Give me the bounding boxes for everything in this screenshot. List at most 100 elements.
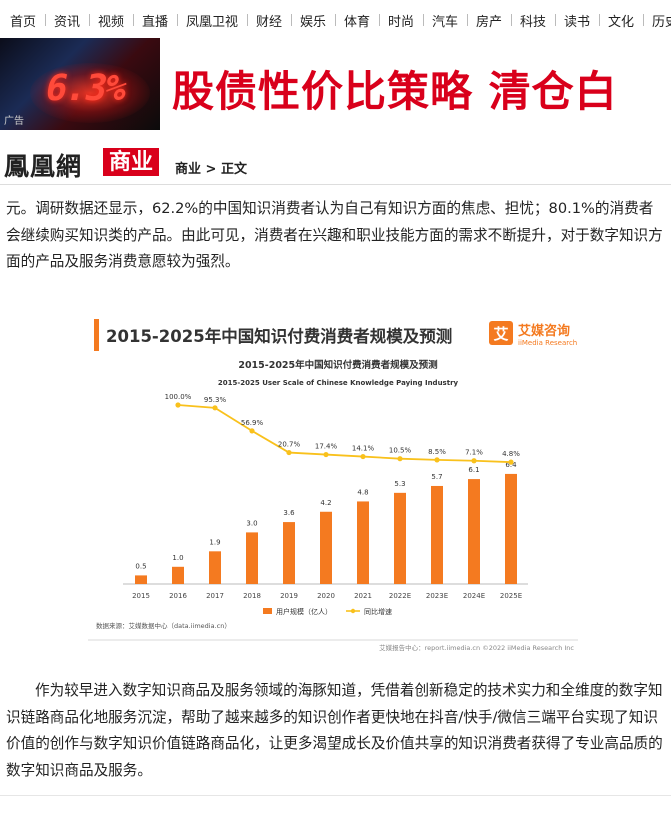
iimedia-brand-cn: 艾媒咨询 (518, 323, 570, 339)
bar-2015 (135, 575, 147, 584)
x-tick-label: 2025E (500, 592, 522, 600)
banner-ad[interactable]: 6.3% 广告 股债性价比策略 清仓白 (0, 38, 671, 130)
article-paragraph-2: 作为较早进入数字知识商品及服务领域的海豚知道，凭借着创新稳定的技术实力和全维度的… (6, 682, 663, 779)
nav-separator (45, 14, 46, 26)
x-tick-label: 2022E (389, 592, 411, 600)
chart-title-accent (94, 319, 99, 351)
nav-separator (599, 14, 600, 26)
x-tick-label: 2018 (243, 592, 261, 600)
bar-2016 (172, 566, 184, 584)
chart-subtitle: 2015-2025 User Scale of Chinese Knowledg… (218, 379, 459, 387)
ad-label: 广告 (4, 116, 24, 127)
growth-point (286, 449, 292, 456)
site-logo[interactable]: 鳳凰網 (4, 152, 83, 181)
nav-separator (247, 14, 248, 26)
nav-separator (133, 14, 134, 26)
bar-value-label: 0.5 (135, 562, 146, 570)
growth-point (323, 451, 329, 458)
nav-item-4[interactable]: 凤凰卫视 (186, 15, 239, 30)
growth-value-label: 4.8% (502, 450, 520, 458)
growth-value-label: 95.3% (204, 396, 227, 404)
breadcrumb-current: 正文 (220, 162, 247, 177)
bar-2024E (468, 479, 480, 584)
bar-value-label: 6.1 (468, 466, 479, 474)
nav-separator (511, 14, 512, 26)
growth-value-label: 100.0% (165, 393, 192, 401)
nav-item-10[interactable]: 房产 (476, 15, 503, 30)
iimedia-logo-mark: 艾 (493, 325, 508, 343)
x-tick-label: 2023E (426, 592, 448, 600)
growth-value-label: 20.7% (278, 441, 301, 449)
growth-point (175, 402, 181, 408)
x-tick-label: 2016 (169, 592, 187, 600)
bar-2020 (320, 511, 332, 584)
iimedia-brand-en: iiMedia Research (518, 339, 577, 347)
nav-item-5[interactable]: 财经 (256, 15, 283, 30)
legend-swatch-line-dot (350, 608, 356, 614)
nav-item-6[interactable]: 娱乐 (300, 15, 327, 30)
channel-badge[interactable]: 商业 (103, 148, 160, 176)
chart-svg: 2015-2025年中国知识付费消费者规模及预测 艾 艾媒咨询 iiMedia … (88, 319, 578, 652)
nav-separator (291, 14, 292, 26)
growth-point (360, 453, 366, 460)
nav-separator (467, 14, 468, 26)
nav-separator (643, 14, 644, 26)
x-tick-label: 2017 (206, 592, 224, 600)
bar-2022E (394, 492, 406, 584)
iimedia-logo-icon (489, 321, 513, 345)
nav-item-3[interactable]: 直播 (142, 15, 169, 30)
growth-point (212, 405, 218, 411)
legend-label-bars: 用户规模（亿人） (276, 607, 332, 616)
nav-separator (89, 14, 90, 26)
bar-value-label: 1.0 (172, 554, 183, 562)
bar-value-label: 1.9 (209, 538, 220, 546)
bar-2017 (209, 551, 221, 584)
banner-headline[interactable]: 股债性价比策略 清仓白 (172, 67, 618, 116)
growth-line (177, 404, 512, 464)
bar-2018 (246, 532, 258, 584)
breadcrumb: 商业 > 正文 (175, 158, 247, 177)
chart-title: 2015-2025年中国知识付费消费者规模及预测 (238, 359, 438, 371)
banner-glow (30, 63, 150, 123)
nav-separator (335, 14, 336, 26)
bar-2023E (431, 485, 443, 584)
x-tick-label: 2021 (354, 592, 372, 600)
x-tick-label: 2024E (463, 592, 485, 600)
growth-value-label: 8.5% (428, 448, 446, 456)
x-tick-label: 2019 (280, 592, 298, 600)
nav-item-11[interactable]: 科技 (520, 15, 547, 30)
bar-2025E (505, 473, 517, 584)
nav-separator (177, 14, 178, 26)
bar-2021 (357, 501, 369, 584)
banner-screen-digits: 6.3% (41, 68, 130, 109)
nav-item-8[interactable]: 时尚 (388, 15, 415, 30)
breadcrumb-section-link[interactable]: 商业 (175, 162, 202, 177)
nav-item-1[interactable]: 资讯 (54, 15, 81, 30)
legend-label-line: 同比增速 (364, 607, 392, 616)
bar-value-label: 4.2 (320, 499, 331, 507)
nav-separator (555, 14, 556, 26)
growth-value-label: 7.1% (465, 449, 483, 457)
nav-item-2[interactable]: 视频 (98, 15, 125, 30)
nav-separator (379, 14, 380, 26)
growth-value-label: 14.1% (352, 445, 375, 453)
chart-header-title: 2015-2025年中国知识付费消费者规模及预测 (106, 326, 452, 346)
chart-image: 2015-2025年中国知识付费消费者规模及预测 艾 艾媒咨询 iiMedia … (88, 310, 588, 656)
bar-value-label: 3.6 (283, 509, 295, 517)
nav-item-14[interactable]: 历史 (652, 15, 671, 30)
nav-item-7[interactable]: 体育 (344, 15, 371, 30)
growth-point (471, 458, 477, 464)
nav-item-9[interactable]: 汽车 (432, 15, 459, 30)
nav-item-0[interactable]: 首页 (10, 15, 37, 30)
growth-point (508, 459, 514, 465)
nav-item-12[interactable]: 读书 (564, 15, 591, 30)
banner-stock-screen-image[interactable]: 6.3% 广告 (0, 38, 160, 130)
growth-value-label: 10.5% (389, 447, 412, 455)
growth-point (397, 456, 403, 462)
nav-item-13[interactable]: 文化 (608, 15, 635, 30)
bottom-divider (0, 795, 671, 796)
x-tick-label: 2020 (317, 592, 335, 600)
brand-bar: 鳳凰網 商业 商业 > 正文 (0, 130, 671, 185)
chart-report-credit: 艾媒报告中心：report.iimedia.cn ©2022 iiMedia R… (379, 643, 574, 652)
nav-separator (423, 14, 424, 26)
